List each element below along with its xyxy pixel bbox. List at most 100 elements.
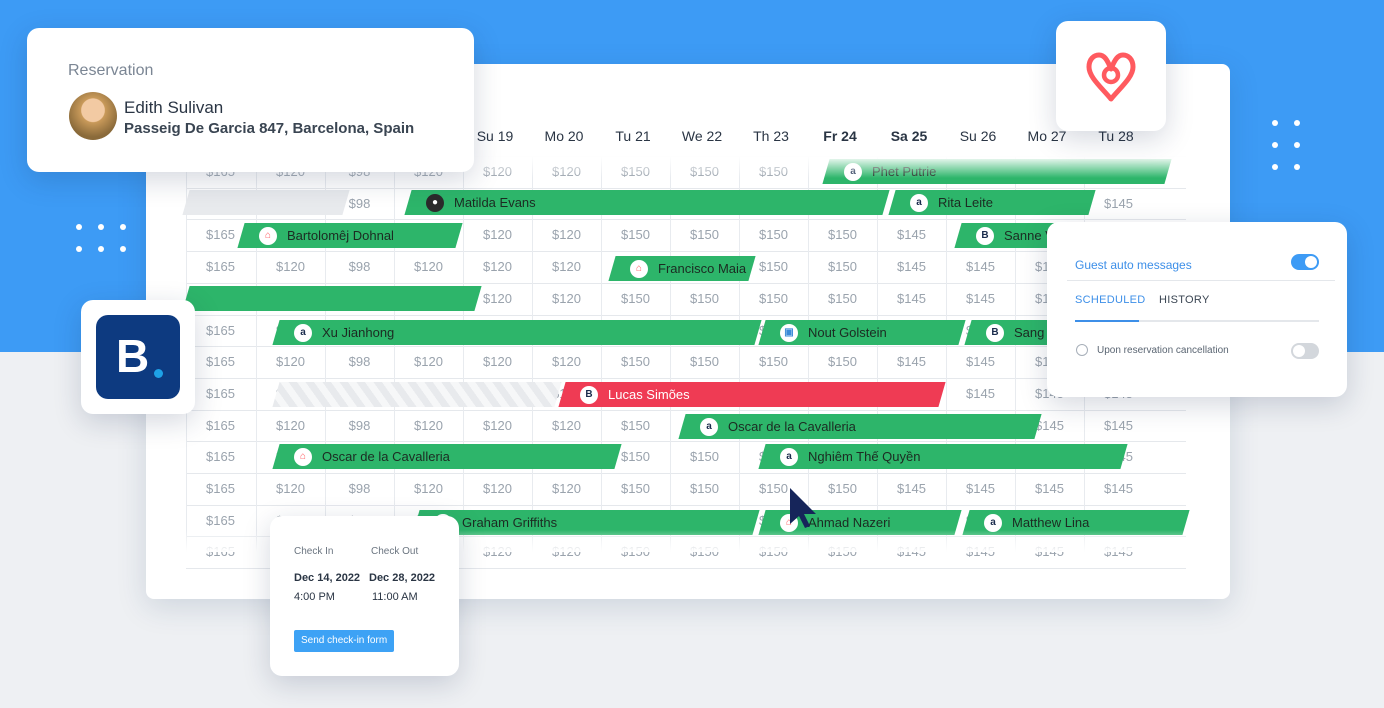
rate-cell[interactable]: $145 [897, 227, 926, 243]
rate-cell[interactable]: $165 [206, 512, 235, 528]
rate-cell[interactable]: $145 [897, 354, 926, 370]
rate-cell[interactable]: $145 [1035, 417, 1064, 433]
rate-cell[interactable]: $120 [414, 417, 443, 433]
rate-cell[interactable]: $150 [621, 417, 650, 433]
booking-label[interactable]: a Oscar de la Cavalleria [700, 414, 856, 439]
channel-icon: B [986, 323, 1004, 342]
tab-history[interactable]: HISTORY [1159, 294, 1210, 306]
rate-cell[interactable]: $98 [348, 195, 371, 211]
rate-cell[interactable]: $98 [348, 417, 371, 433]
rate-cell[interactable]: $150 [621, 354, 650, 370]
booking-label[interactable]: B Sang V [986, 320, 1057, 345]
booking-label[interactable]: a Matthew Lina [984, 510, 1089, 535]
rate-cell[interactable]: $150 [621, 449, 650, 465]
rate-cell[interactable]: $145 [966, 481, 995, 496]
rate-cell[interactable]: $150 [828, 354, 857, 370]
rate-cell[interactable]: $120 [552, 227, 581, 243]
rate-cell[interactable]: $150 [759, 481, 788, 496]
rate-cell[interactable]: $145 [897, 290, 926, 306]
booking-label[interactable]: B Lucas Simões [580, 382, 690, 407]
rate-cell[interactable]: $145 [1104, 195, 1133, 211]
booking-label[interactable]: a Nghiêm Thế Quyền [780, 444, 921, 469]
booking-label[interactable]: a Rita Leite [910, 190, 993, 215]
channel-icon: a [294, 323, 312, 342]
rate-cell[interactable]: $120 [276, 354, 305, 370]
rate-cell[interactable]: $165 [206, 322, 235, 338]
rate-cell[interactable]: $120 [483, 290, 512, 306]
rate-cell[interactable]: $120 [483, 417, 512, 433]
guest-address: Passeig De Garcia 847, Barcelona, Spain [124, 120, 415, 137]
rate-cell[interactable]: $145 [1104, 481, 1133, 496]
checkin-card: Check In Check Out Dec 14, 2022 Dec 28, … [270, 516, 459, 676]
rate-cell[interactable]: $145 [966, 385, 995, 401]
rate-cell[interactable]: $120 [552, 290, 581, 306]
rate-cell[interactable]: $150 [759, 227, 788, 243]
rate-cell[interactable]: $150 [621, 227, 650, 243]
rate-cell[interactable]: $145 [966, 259, 995, 275]
rate-cell[interactable]: $165 [206, 354, 235, 370]
auto-messages-toggle[interactable] [1291, 254, 1319, 270]
rate-cell[interactable]: $120 [414, 481, 443, 496]
reservation-card[interactable]: Reservation Edith Sulivan Passeig De Gar… [27, 28, 474, 172]
rate-cell[interactable]: $165 [206, 481, 235, 496]
booking-label[interactable]: ⌂ Bartolomêj Dohnal [259, 223, 394, 248]
rate-cell[interactable]: $165 [206, 259, 235, 275]
rate-cell[interactable]: $145 [966, 354, 995, 370]
booking-label[interactable]: ⌂ Francisco Maia [630, 256, 746, 281]
check-out-date: Dec 28, 2022 [369, 572, 436, 584]
rate-cell[interactable]: $120 [552, 259, 581, 275]
rate-cell[interactable]: $120 [483, 259, 512, 275]
rate-cell[interactable]: $120 [552, 417, 581, 433]
rate-cell[interactable]: $98 [348, 481, 371, 496]
rate-cell[interactable]: $145 [966, 290, 995, 306]
rate-cell[interactable]: $145 [897, 481, 926, 496]
rate-cell[interactable]: $120 [483, 481, 512, 496]
rate-cell[interactable]: $150 [690, 290, 719, 306]
booking-label[interactable]: ⌂ Oscar de la Cavalleria [294, 444, 450, 469]
rate-cell[interactable]: $165 [206, 385, 235, 401]
rate-cell[interactable]: $150 [690, 481, 719, 496]
rate-cell[interactable]: $150 [690, 227, 719, 243]
rate-cell[interactable]: $150 [759, 290, 788, 306]
rate-cell[interactable]: $150 [690, 354, 719, 370]
rate-cell[interactable]: $150 [621, 481, 650, 496]
rate-cell[interactable]: $120 [483, 354, 512, 370]
rate-cell[interactable]: $98 [348, 354, 371, 370]
send-checkin-form-button[interactable]: Send check-in form [294, 630, 395, 652]
rate-cell[interactable]: $120 [414, 259, 443, 275]
rate-cell[interactable]: $165 [206, 417, 235, 433]
cancellation-toggle[interactable] [1291, 343, 1319, 359]
rate-cell[interactable]: $145 [1035, 481, 1064, 496]
check-in-label: Check In [294, 546, 334, 557]
rate-cell[interactable]: $120 [276, 259, 305, 275]
rate-cell[interactable]: $150 [759, 259, 788, 275]
rate-cell[interactable]: $120 [552, 481, 581, 496]
rate-cell[interactable]: $165 [206, 227, 235, 243]
rate-cell[interactable]: $150 [828, 259, 857, 275]
guest-name-label: Francisco Maia [658, 261, 747, 276]
rate-cell[interactable]: $150 [828, 227, 857, 243]
booking-label[interactable]: a Xu Jianhong [294, 320, 394, 345]
rate-cell[interactable]: $120 [552, 354, 581, 370]
guest-name-label: Sanne V [1004, 228, 1054, 243]
rate-cell[interactable]: $150 [759, 354, 788, 370]
rate-cell[interactable]: $150 [690, 449, 719, 465]
rate-cell[interactable]: $165 [206, 449, 235, 465]
booking-bar[interactable] [182, 190, 350, 215]
rate-cell[interactable]: $120 [414, 354, 443, 370]
booking-bar[interactable] [182, 286, 482, 311]
rate-cell[interactable]: $145 [1104, 417, 1133, 433]
booking-label[interactable]: ▣ Nout Golstein [780, 320, 887, 345]
rate-cell[interactable]: $120 [276, 417, 305, 433]
rate-cell[interactable]: $98 [348, 259, 371, 275]
rate-cell[interactable]: $150 [828, 290, 857, 306]
rate-cell[interactable]: $145 [897, 259, 926, 275]
booking-bar[interactable] [272, 382, 562, 407]
tab-scheduled[interactable]: SCHEDULED [1075, 294, 1146, 306]
rate-cell[interactable]: $120 [276, 481, 305, 496]
rate-cell[interactable]: $150 [621, 290, 650, 306]
booking-label[interactable]: ● Matilda Evans [426, 190, 536, 215]
rate-cell[interactable]: $120 [483, 227, 512, 243]
booking-label[interactable]: B Sanne V [976, 223, 1054, 248]
rate-cell[interactable]: $150 [828, 481, 857, 496]
